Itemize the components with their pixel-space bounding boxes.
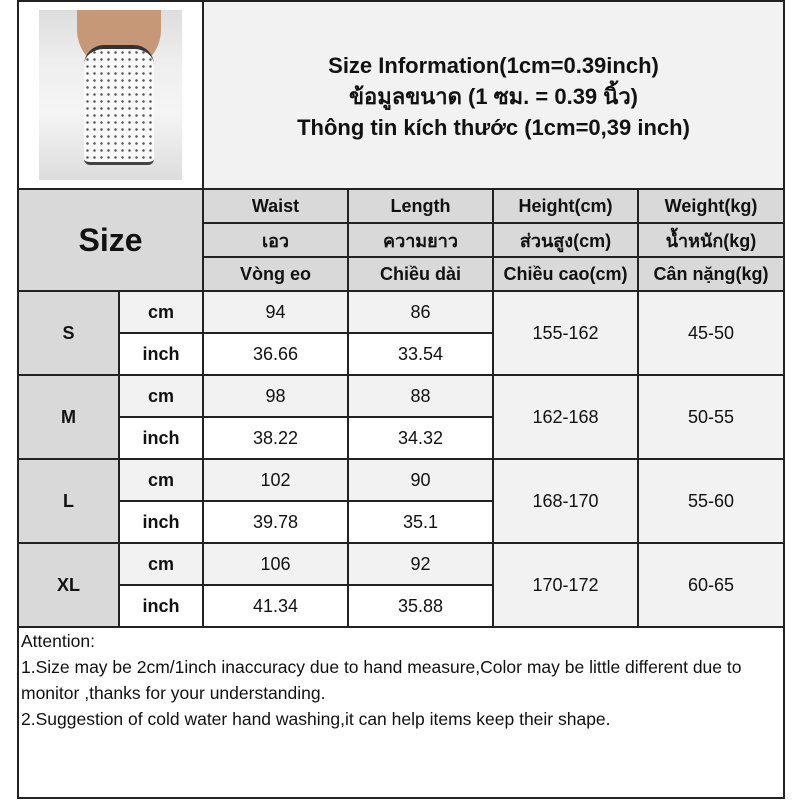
unit-label: cm (118, 458, 204, 502)
unit-label: cm (118, 290, 204, 334)
waist-inch: 36.66 (202, 332, 349, 376)
header-cell: Weight(kg) (637, 188, 785, 224)
title-english: Size Information(1cm=0.39inch) (328, 53, 659, 78)
size-label: M (17, 374, 120, 460)
size-row-inch: inch 36.66 33.54 (18, 332, 784, 376)
waist-inch: 39.78 (202, 500, 349, 544)
weight-range: 45-50 (637, 290, 785, 376)
waist-cm: 102 (202, 458, 349, 502)
length-cm: 86 (347, 290, 494, 334)
unit-label: inch (118, 584, 204, 628)
header-cell: เอว (202, 222, 349, 258)
length-inch: 35.88 (347, 584, 494, 628)
length-cm: 88 (347, 374, 494, 418)
size-row-cm: M cm 98 88 162-168 50-55 (17, 374, 785, 460)
product-photo (39, 10, 182, 180)
title-thai: ข้อมูลขนาด (1 ซม. = 0.39 นิ้ว) (348, 84, 638, 109)
length-inch: 33.54 (347, 332, 494, 376)
unit-label: inch (118, 500, 204, 544)
weight-range: 50-55 (637, 374, 785, 460)
header-cell: Chiều cao(cm) (492, 256, 639, 292)
size-label: L (17, 458, 120, 544)
size-info-title: Size Information(1cm=0.39inch) ข้อมูลขนา… (202, 0, 785, 190)
size-chart: Size Information(1cm=0.39inch) ข้อมูลขนา… (17, 0, 785, 799)
length-inch: 35.1 (347, 500, 494, 544)
size-label: S (17, 290, 120, 376)
size-row-cm: L cm 102 90 168-170 55-60 (17, 458, 785, 544)
attention-notes: Attention: 1.Size may be 2cm/1inch inacc… (17, 626, 785, 799)
header-cell: ความยาว (347, 222, 494, 258)
height-range: 170-172 (492, 542, 639, 628)
weight-range: 55-60 (637, 458, 785, 544)
length-cm: 90 (347, 458, 494, 502)
waist-cm: 98 (202, 374, 349, 418)
size-row-cm: S cm 94 86 155-162 45-50 (17, 290, 785, 376)
attention-note: 1.Size may be 2cm/1inch inaccuracy due t… (21, 657, 742, 703)
height-range: 155-162 (492, 290, 639, 376)
header-cell: Height(cm) (492, 188, 639, 224)
size-row-inch: inch 41.34 35.88 (18, 584, 784, 628)
size-row-inch: inch 39.78 35.1 (18, 500, 784, 544)
size-label: XL (17, 542, 120, 628)
height-range: 168-170 (492, 458, 639, 544)
product-photo-cell (17, 0, 204, 190)
length-cm: 92 (347, 542, 494, 586)
size-row-cm: XL cm 106 92 170-172 60-65 (17, 542, 785, 628)
waist-inch: 41.34 (202, 584, 349, 628)
header-cell: Waist (202, 188, 349, 224)
length-inch: 34.32 (347, 416, 494, 460)
header-cell: น้ำหนัก(kg) (637, 222, 785, 258)
header-cell: Length (347, 188, 494, 224)
header-cell: Vòng eo (202, 256, 349, 292)
waist-inch: 38.22 (202, 416, 349, 460)
header-cell: ส่วนสูง(cm) (492, 222, 639, 258)
title-vietnamese: Thông tin kích thước (1cm=0,39 inch) (297, 115, 690, 140)
unit-label: inch (118, 416, 204, 460)
unit-label: inch (118, 332, 204, 376)
weight-range: 60-65 (637, 542, 785, 628)
size-header: Size (17, 188, 204, 292)
size-row-inch: inch 38.22 34.32 (18, 416, 784, 460)
unit-label: cm (118, 374, 204, 418)
header-cell: Chiều dài (347, 256, 494, 292)
header-cell: Cân nặng(kg) (637, 256, 785, 292)
attention-heading: Attention: (21, 631, 95, 651)
attention-note: 2.Suggestion of cold water hand washing,… (21, 709, 611, 729)
unit-label: cm (118, 542, 204, 586)
waist-cm: 106 (202, 542, 349, 586)
waist-cm: 94 (202, 290, 349, 334)
height-range: 162-168 (492, 374, 639, 460)
